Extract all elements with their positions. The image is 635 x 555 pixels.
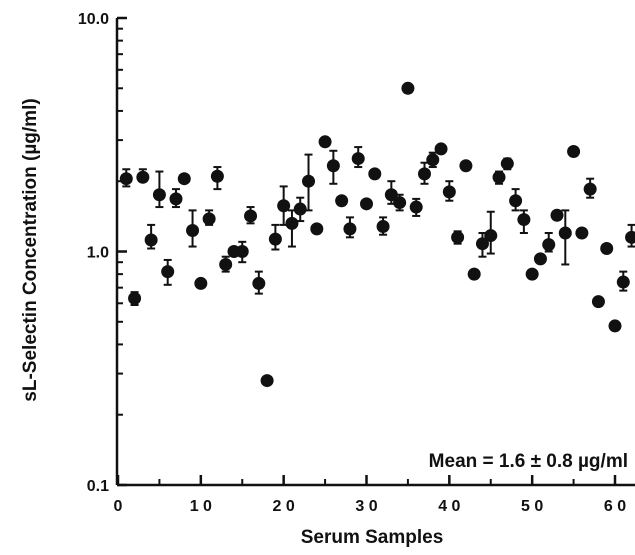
data-point [252, 276, 266, 290]
data-point [351, 152, 365, 166]
x-tick-label: 3 0 [355, 498, 377, 515]
data-point [401, 81, 415, 95]
x-tick-label: 1 0 [190, 498, 212, 515]
data-point [136, 170, 150, 184]
x-axis-title: Serum Samples [301, 527, 444, 548]
data-point [442, 185, 456, 199]
data-point [244, 209, 258, 223]
y-tick-label: 1.0 [87, 245, 109, 262]
data-point [625, 230, 635, 244]
data-point [393, 196, 407, 210]
data-point [302, 174, 316, 188]
x-tick-label: 6 0 [604, 498, 626, 515]
data-point [368, 167, 382, 181]
data-point [277, 199, 291, 213]
x-tick-label: 2 0 [273, 498, 295, 515]
data-point [600, 242, 614, 256]
data-point [235, 245, 249, 258]
data-point [459, 159, 473, 173]
data-point [583, 182, 597, 196]
data-point [376, 219, 390, 233]
data-point [210, 169, 224, 183]
data-point [310, 222, 324, 236]
data-point [591, 295, 605, 309]
x-tick-label: 0 [114, 498, 123, 515]
data-point [608, 319, 622, 333]
data-point [119, 172, 133, 186]
data-point [426, 153, 440, 167]
data-point [335, 194, 349, 208]
y-tick-label: 10.0 [78, 11, 109, 28]
data-point [616, 275, 630, 289]
data-point [509, 194, 523, 208]
data-point [558, 226, 572, 240]
data-point [318, 135, 332, 149]
data-point [161, 265, 175, 279]
data-point [533, 252, 547, 266]
data-point [128, 291, 142, 305]
data-point [260, 374, 274, 388]
data-point [417, 167, 431, 181]
data-point [542, 238, 556, 252]
data-point [293, 202, 307, 216]
data-point [492, 170, 506, 184]
data-point [343, 222, 357, 236]
data-point [500, 157, 514, 171]
data-point [360, 197, 373, 211]
data-point [567, 145, 581, 159]
data-point [326, 159, 340, 173]
data-point [186, 224, 200, 238]
data-point [550, 208, 564, 222]
annotation-mean: Mean = 1.6 ± 0.8 µg/ml [429, 451, 628, 472]
data-point [169, 192, 183, 206]
data-point [525, 267, 539, 281]
data-point [409, 200, 423, 214]
data-point [194, 276, 208, 290]
data-point [517, 213, 531, 227]
data-point [451, 230, 465, 244]
data-point [467, 267, 481, 281]
data-point [384, 188, 398, 202]
data-point [475, 237, 489, 251]
y-axis-title: sL-Selectin Concentration (µg/ml) [20, 98, 41, 401]
data-point [144, 233, 158, 247]
data-point [268, 232, 282, 246]
data-point [177, 172, 191, 186]
data-point [202, 212, 216, 226]
x-tick-label: 5 0 [521, 498, 543, 515]
data-point [285, 216, 299, 230]
data-point [575, 226, 589, 240]
ticks: 0.1 1.0 10.0 0 1 0 2 0 3 0 4 0 5 0 6 0 [78, 11, 626, 515]
data-point [152, 188, 166, 202]
data-point [484, 229, 498, 243]
axes [115, 18, 635, 487]
y-tick-label: 0.1 [87, 478, 109, 495]
data-points [119, 81, 635, 388]
data-point [434, 142, 448, 156]
data-point [219, 257, 233, 271]
x-tick-label: 4 0 [438, 498, 460, 515]
